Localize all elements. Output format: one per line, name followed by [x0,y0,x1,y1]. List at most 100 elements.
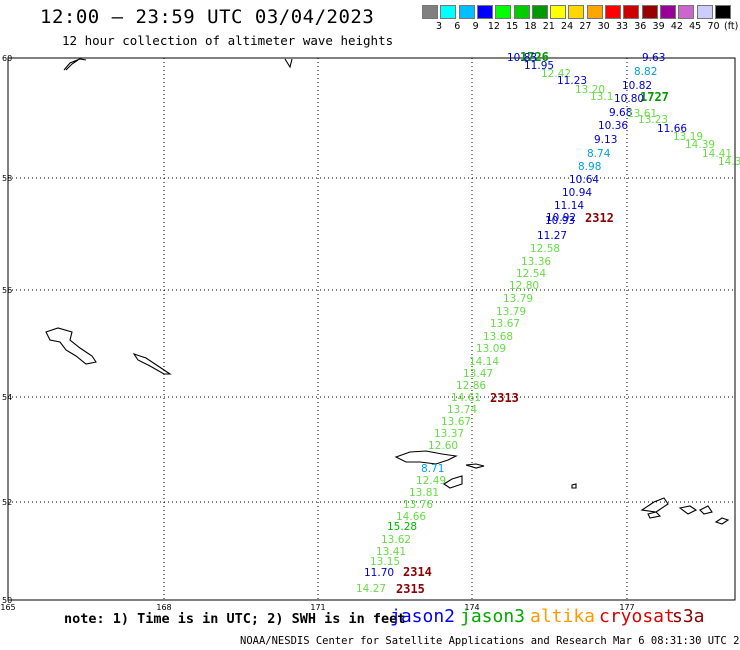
legend-swatch [586,5,603,19]
pass-time-label: 2313 [490,391,519,405]
mission-jason2: jason2 [390,606,456,627]
wave-height-reading: 10.93 [545,215,575,227]
legend-swatch [495,5,512,19]
mission-jason3: jason3 [460,606,526,627]
legend-swatch [714,5,731,19]
wave-height-reading: 13.19 [673,131,703,143]
wave-height-reading: 11.23 [557,75,587,87]
legend-swatch [422,5,438,19]
legend-label: 12 [487,21,500,32]
wave-height-reading: 14.61 [451,392,481,404]
wave-height-reading: 13.41 [376,546,406,558]
wave-height-reading: 10.92 [546,212,576,224]
wave-height-reading: 13.15 [370,556,400,568]
legend-swatch [476,5,493,19]
wave-height-reading: 14.39 [685,139,715,151]
wave-height-reading: 10.64 [569,174,599,186]
wave-height-reading: 14.27 [356,583,386,595]
coastline-agattu-island [465,463,485,469]
legend-swatch [623,5,640,19]
wave-height-reading: 12.60 [428,440,458,452]
latitude-label: 60 [2,54,12,63]
page-subtitle: 12 hour collection of altimeter wave hei… [62,33,394,48]
wave-height-reading: 13.67 [490,318,520,330]
wave-height-reading: 11.14 [554,200,584,212]
legend-label: 6 [454,21,461,32]
legend-label: 18 [524,21,537,32]
coastline-north [284,58,293,69]
coastline-semichi-islands [442,475,463,489]
wave-height-reading: 10.36 [598,120,628,132]
wave-height-reading: 10.82 [622,80,652,92]
wave-height-reading: 11.27 [537,230,567,242]
wave-height-reading: 14.14 [469,356,499,368]
legend-label: 39 [652,21,665,32]
wave-height-reading: 12.58 [530,243,560,255]
wave-height-reading: 13.74 [447,404,477,416]
longitude-label: 177 [619,603,634,612]
wave-height-reading: 12.86 [456,380,486,392]
latitude-label: 58 [2,174,12,183]
legend-label: 27 [579,21,592,32]
coastline-amchitka-island [714,517,730,525]
coastline-attu-island [394,450,458,465]
latitude-label: 50 [2,596,12,605]
wave-height-reading: 14.41 [702,148,732,160]
wave-height-reading: 13.79 [496,306,526,318]
wave-height-reading: 13.61 [627,108,657,120]
pass-time-label: 2314 [403,565,432,579]
map-frame [7,57,736,601]
wave-height-reading: 12.80 [509,280,539,292]
legend-swatch [641,5,658,19]
longitude-label: 174 [464,603,479,612]
wave-height-reading: 13.23 [638,114,668,126]
legend-swatch [605,5,621,19]
pass-time-label: 2312 [585,211,614,225]
mission-altika: altika [530,606,596,627]
credit-line: NOAA/NESDIS Center for Satellite Applica… [240,635,740,647]
wave-height-reading: 13.62 [381,534,411,546]
wave-height-reading: 12.54 [516,268,546,280]
coastline-buldir-island [571,483,577,489]
wave-height-reading: 10.94 [562,187,592,199]
legend-label: 30 [597,21,610,32]
pass-time-label: 1727 [640,90,669,104]
wave-height-reading: 11.66 [657,123,687,135]
wave-height-reading: 9.13 [594,134,617,146]
legend-label: 42 [670,21,683,32]
coastline-kiska-island [640,497,669,519]
legend-label: 21 [542,21,555,32]
legend-label: 45 [689,21,702,32]
legend-swatch [458,5,475,19]
wave-height-reading: 14.3 [718,156,740,168]
legend-label: 70 [707,21,720,32]
legend-swatch [568,5,585,19]
longitude-label: 168 [156,603,171,612]
legend-label: 9 [472,21,479,32]
latitude-label: 52 [2,498,12,507]
wave-height-reading: 13.81 [409,487,439,499]
legend-label: 3 [435,21,443,32]
legend-swatch [531,5,548,19]
legend-label: 15 [506,21,519,32]
legend-unit: (ft) [724,21,739,32]
wave-height-reading: 8.71 [421,463,444,475]
longitude-label: 165 [0,603,15,612]
wave-height-reading: 10.83 [507,52,537,64]
wave-height-reading: 14.66 [396,511,426,523]
wave-height-reading: 13.1 [590,91,613,103]
footer-note: note: 1) Time is in UTC; 2) SWH is in fe… [64,611,406,627]
page-title: 12:00 – 23:59 UTC 03/04/2023 [40,6,375,28]
legend-label: 33 [615,21,629,32]
mission-s3a: s3a [672,606,705,627]
wave-height-reading: 9.63 [642,52,665,64]
pass-time-label: 1726 [520,50,549,64]
wave-height-reading: 9.68 [609,107,632,119]
wave-height-reading: 11.70 [364,567,394,579]
longitude-label: 171 [310,603,325,612]
wave-height-reading: 12.42 [541,68,571,80]
wave-height-reading: 13.79 [503,293,533,305]
wave-height-reading: 8.74 [587,148,611,160]
wave-height-reading: 13.09 [476,343,506,355]
